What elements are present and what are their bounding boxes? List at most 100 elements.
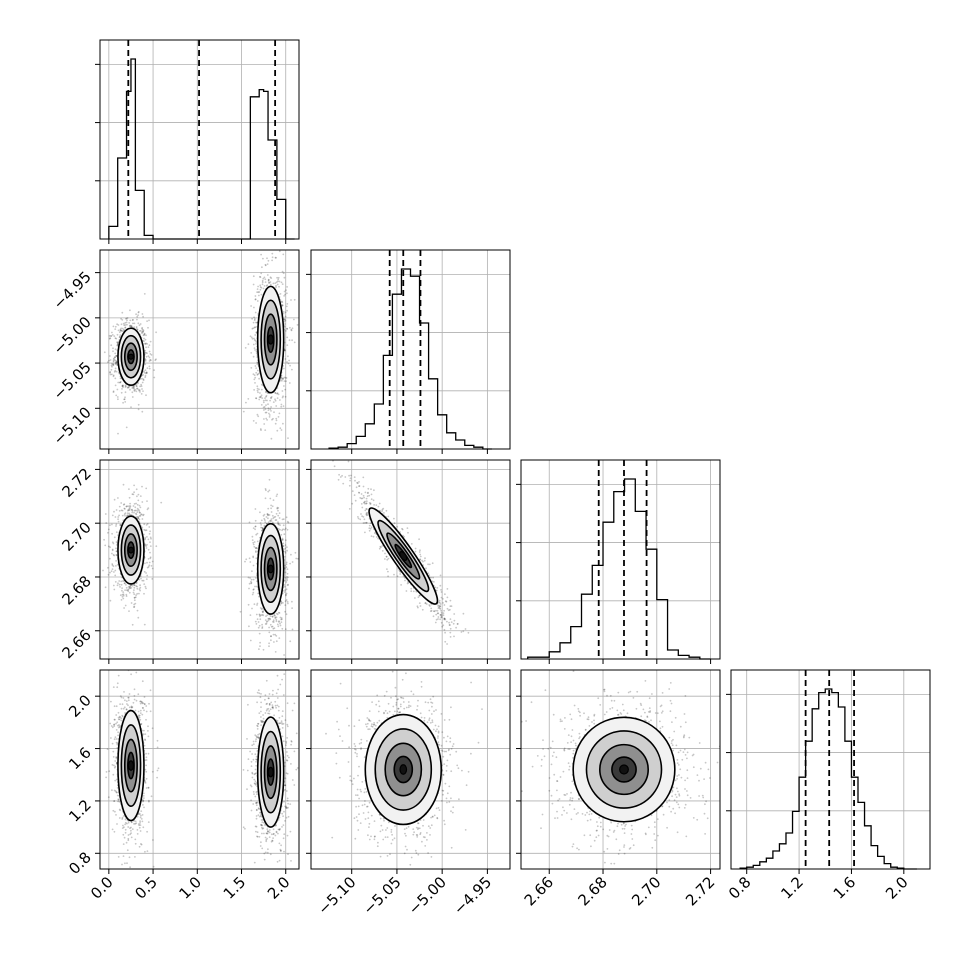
scatter-point [146, 561, 148, 564]
scatter-point [274, 651, 277, 653]
scatter-point [284, 589, 286, 592]
scatter-point [268, 642, 270, 645]
scatter-point [284, 330, 287, 332]
scatter-point [148, 319, 150, 322]
scatter-point [145, 572, 148, 574]
scatter-point [365, 500, 368, 503]
scatter-point [443, 618, 446, 621]
scatter-point [145, 524, 148, 526]
scatter-point [275, 640, 278, 643]
scatter-point [295, 557, 298, 560]
scatter-point [123, 324, 126, 327]
scatter-point [254, 528, 256, 531]
scatter-point [129, 585, 132, 588]
scatter-point [116, 345, 119, 347]
scatter-point [281, 377, 284, 380]
scatter-point [282, 518, 285, 520]
scatter-point [267, 521, 270, 524]
scatter-point [269, 497, 272, 500]
scatter-point [118, 514, 120, 517]
scatter-point [143, 583, 146, 585]
scatter-point [143, 340, 145, 342]
scatter-point [256, 540, 259, 543]
scatter-point [144, 376, 147, 379]
scatter-point [262, 610, 264, 613]
scatter-point [266, 614, 269, 616]
scatter-point [286, 546, 288, 548]
scatter-point [270, 397, 272, 400]
scatter-point [249, 614, 252, 616]
scatter-point [114, 367, 117, 370]
scatter-point [117, 329, 120, 332]
scatter-point [259, 645, 261, 647]
scatter-point [259, 288, 262, 291]
panel-frame [99, 249, 300, 450]
scatter-point [144, 544, 147, 547]
scatter-point [270, 518, 273, 520]
scatter-point [270, 635, 272, 638]
scatter-point [254, 525, 257, 528]
scatter-point [114, 328, 117, 330]
scatter-point [286, 528, 289, 531]
scatter-point [149, 340, 152, 343]
scatter-point [359, 497, 362, 499]
scatter-point [133, 584, 136, 587]
scatter-point [141, 388, 143, 390]
density-contour [260, 299, 282, 380]
scatter-point [120, 509, 123, 512]
scatter-point [116, 563, 119, 566]
scatter-point [283, 528, 286, 531]
scatter-point [280, 376, 283, 379]
scatter-point [286, 361, 288, 363]
scatter-point [254, 519, 257, 522]
scatter-point [281, 529, 283, 532]
density-contour [123, 342, 138, 372]
scatter-point [252, 564, 255, 567]
scatter-point [142, 513, 145, 516]
scatter-point [405, 590, 408, 592]
scatter-point [104, 544, 107, 547]
scatter-point [109, 373, 112, 376]
scatter-point [256, 385, 259, 388]
scatter-point [129, 505, 132, 507]
scatter-point [132, 505, 135, 507]
scatter-point [128, 512, 131, 515]
scatter-point [114, 352, 117, 355]
scatter-point [449, 624, 451, 626]
scatter-point [264, 411, 267, 414]
scatter-point [280, 405, 283, 408]
scatter-point [109, 546, 111, 549]
scatter-point [259, 275, 261, 278]
scatter-point [265, 516, 268, 518]
scatter-point [255, 422, 257, 424]
scatter-point [265, 391, 267, 394]
scatter-point [254, 620, 257, 623]
scatter-point [364, 509, 367, 512]
density-contour [117, 515, 145, 585]
scatter-point [252, 420, 255, 422]
scatter-point [125, 317, 127, 320]
scatter-point [368, 527, 371, 530]
scatter-point [142, 334, 145, 337]
scatter-point [148, 533, 151, 535]
scatter-point [117, 520, 120, 523]
histogram-steps [527, 478, 711, 660]
scatter-point [141, 485, 143, 488]
scatter-point [260, 383, 263, 386]
scatter-point [293, 341, 296, 344]
scatter-point [242, 410, 245, 413]
scatter-point [264, 429, 267, 431]
scatter-point [138, 592, 140, 595]
scatter-point [142, 390, 144, 392]
density-content [102, 478, 299, 656]
scatter-point [286, 520, 289, 523]
scatter-point [270, 520, 273, 522]
scatter-point [127, 588, 130, 591]
scatter-point [122, 591, 125, 593]
scatter-point [136, 509, 139, 512]
scatter-point [443, 609, 445, 612]
scatter-point [112, 347, 114, 350]
scatter-point [145, 355, 148, 358]
scatter-point [149, 536, 152, 539]
scatter-point [286, 344, 289, 346]
